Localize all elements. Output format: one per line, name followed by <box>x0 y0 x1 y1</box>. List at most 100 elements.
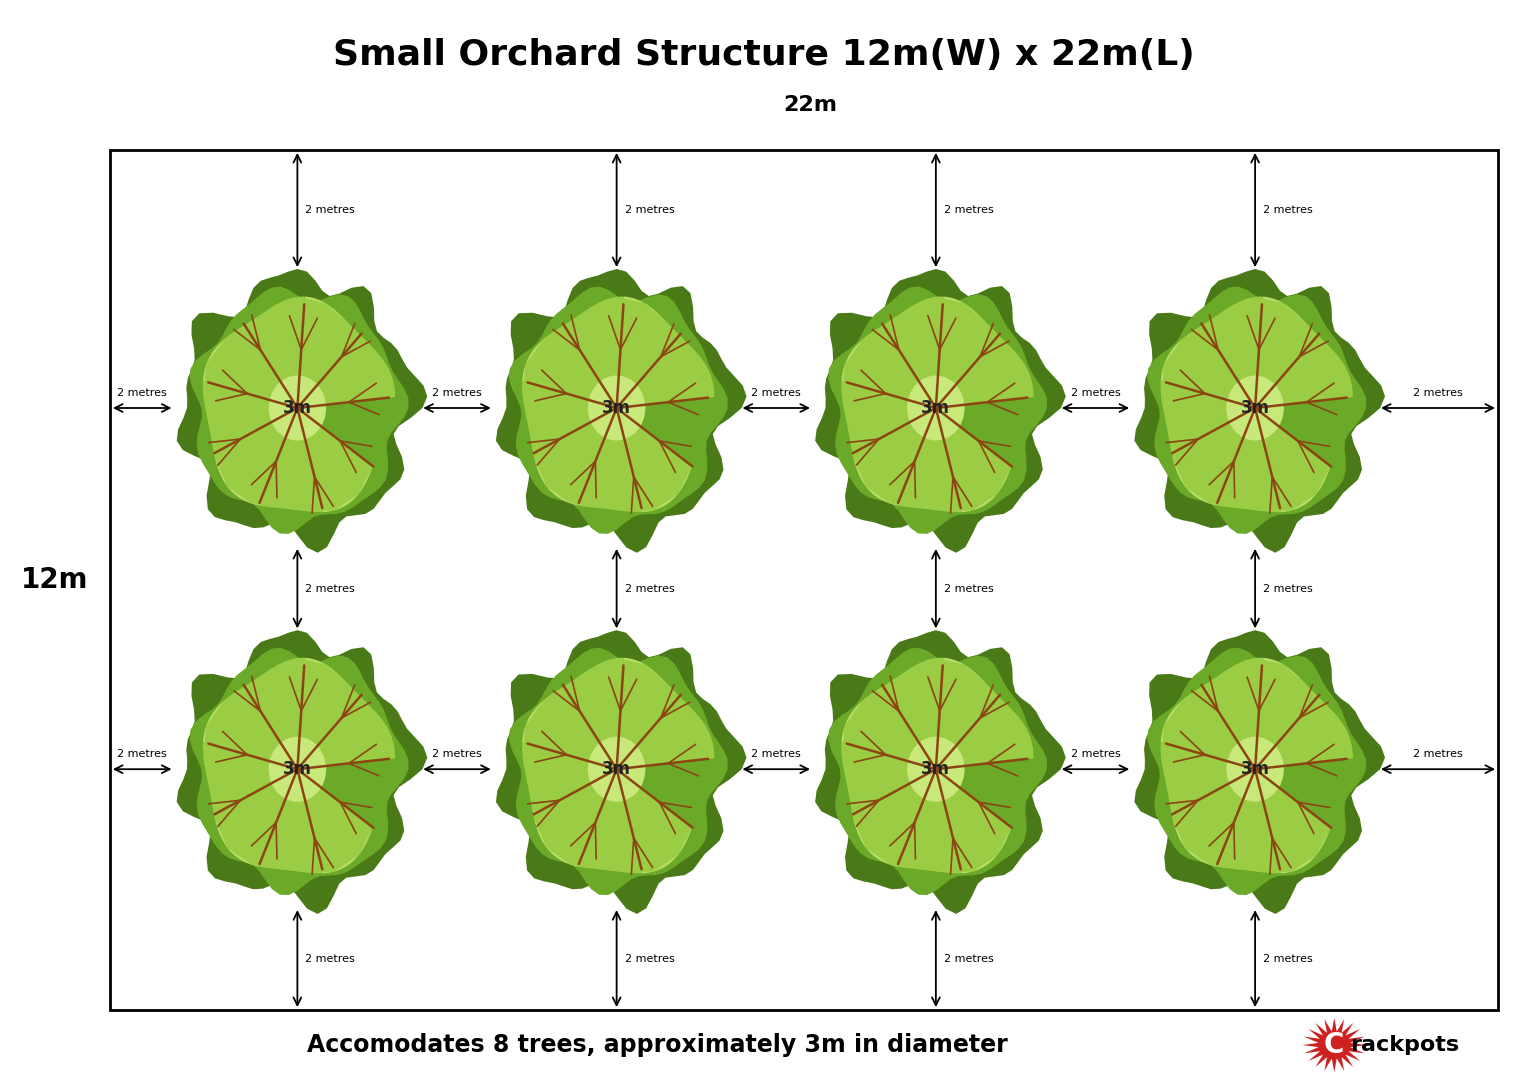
Text: 2 metres: 2 metres <box>1264 205 1313 215</box>
Text: 2 metres: 2 metres <box>1264 954 1313 963</box>
Polygon shape <box>617 297 680 408</box>
Text: 2 metres: 2 metres <box>944 583 993 594</box>
Polygon shape <box>497 269 747 553</box>
Polygon shape <box>523 297 714 511</box>
Polygon shape <box>842 742 935 814</box>
Polygon shape <box>298 408 373 512</box>
Polygon shape <box>617 408 692 512</box>
Polygon shape <box>1161 658 1352 873</box>
Text: 2 metres: 2 metres <box>944 954 993 963</box>
Polygon shape <box>578 408 643 512</box>
Text: 3m: 3m <box>921 760 950 779</box>
Text: 3m: 3m <box>1241 760 1270 779</box>
Polygon shape <box>523 687 617 769</box>
Polygon shape <box>189 286 408 534</box>
Polygon shape <box>842 687 935 769</box>
Ellipse shape <box>908 737 964 801</box>
Text: 2 metres: 2 metres <box>1413 388 1462 399</box>
Text: 3m: 3m <box>1241 399 1270 417</box>
Polygon shape <box>842 658 1033 873</box>
Polygon shape <box>814 631 1067 914</box>
Polygon shape <box>564 297 623 408</box>
Polygon shape <box>203 381 298 454</box>
Text: C: C <box>1325 1031 1345 1059</box>
Polygon shape <box>1254 297 1317 408</box>
Polygon shape <box>1161 687 1254 769</box>
Polygon shape <box>214 408 298 505</box>
Text: 2 metres: 2 metres <box>1413 750 1462 759</box>
Polygon shape <box>509 286 727 534</box>
Polygon shape <box>533 769 617 866</box>
Polygon shape <box>853 408 935 505</box>
Polygon shape <box>853 769 935 866</box>
Polygon shape <box>935 408 1012 512</box>
Text: 2 metres: 2 metres <box>752 388 801 399</box>
Polygon shape <box>1134 631 1384 914</box>
Polygon shape <box>1254 658 1317 769</box>
Polygon shape <box>935 658 999 769</box>
Text: 3m: 3m <box>602 399 631 417</box>
Polygon shape <box>564 658 623 769</box>
Polygon shape <box>935 697 1033 769</box>
Ellipse shape <box>588 376 645 441</box>
Ellipse shape <box>269 376 325 441</box>
Polygon shape <box>523 381 617 454</box>
Text: 2 metres: 2 metres <box>944 205 993 215</box>
Text: 3m: 3m <box>283 399 312 417</box>
Text: 2 metres: 2 metres <box>1071 388 1120 399</box>
Polygon shape <box>1254 408 1331 512</box>
Text: 2 metres: 2 metres <box>306 583 354 594</box>
Polygon shape <box>1203 658 1262 769</box>
Polygon shape <box>814 269 1067 553</box>
Polygon shape <box>897 769 961 874</box>
Polygon shape <box>617 335 714 408</box>
Ellipse shape <box>1227 737 1284 801</box>
Text: 2 metres: 2 metres <box>1264 583 1313 594</box>
Polygon shape <box>1172 408 1254 505</box>
Polygon shape <box>1161 742 1254 814</box>
Text: 3m: 3m <box>283 760 312 779</box>
Polygon shape <box>177 631 428 914</box>
Polygon shape <box>883 297 943 408</box>
Polygon shape <box>828 286 1047 534</box>
Text: 2 metres: 2 metres <box>432 388 481 399</box>
Polygon shape <box>578 769 643 874</box>
Polygon shape <box>258 408 324 512</box>
Polygon shape <box>1254 769 1331 874</box>
Polygon shape <box>842 325 935 408</box>
Polygon shape <box>1161 325 1254 408</box>
Polygon shape <box>298 335 396 408</box>
Polygon shape <box>1254 335 1352 408</box>
Polygon shape <box>258 769 324 874</box>
Polygon shape <box>509 648 727 895</box>
Text: 2 metres: 2 metres <box>306 954 354 963</box>
Polygon shape <box>935 297 999 408</box>
Text: 2 metres: 2 metres <box>1071 750 1120 759</box>
Polygon shape <box>897 408 961 512</box>
Polygon shape <box>1216 769 1280 874</box>
Polygon shape <box>1148 286 1366 534</box>
Polygon shape <box>189 648 408 895</box>
Text: 12m: 12m <box>21 566 89 594</box>
Ellipse shape <box>269 737 325 801</box>
Polygon shape <box>935 769 1012 874</box>
Ellipse shape <box>1227 376 1284 441</box>
Ellipse shape <box>908 376 964 441</box>
Polygon shape <box>298 769 373 874</box>
Polygon shape <box>1254 697 1352 769</box>
Polygon shape <box>298 297 361 408</box>
Polygon shape <box>203 742 298 814</box>
Polygon shape <box>203 658 396 873</box>
Polygon shape <box>617 769 692 874</box>
Polygon shape <box>1172 769 1254 866</box>
Text: 2 metres: 2 metres <box>625 954 674 963</box>
Polygon shape <box>497 631 747 914</box>
Polygon shape <box>617 658 680 769</box>
Polygon shape <box>177 269 428 553</box>
Text: 2 metres: 2 metres <box>625 583 674 594</box>
Polygon shape <box>203 325 298 408</box>
Text: 3m: 3m <box>921 399 950 417</box>
Polygon shape <box>1148 648 1366 895</box>
Polygon shape <box>203 297 396 511</box>
Polygon shape <box>533 408 617 505</box>
